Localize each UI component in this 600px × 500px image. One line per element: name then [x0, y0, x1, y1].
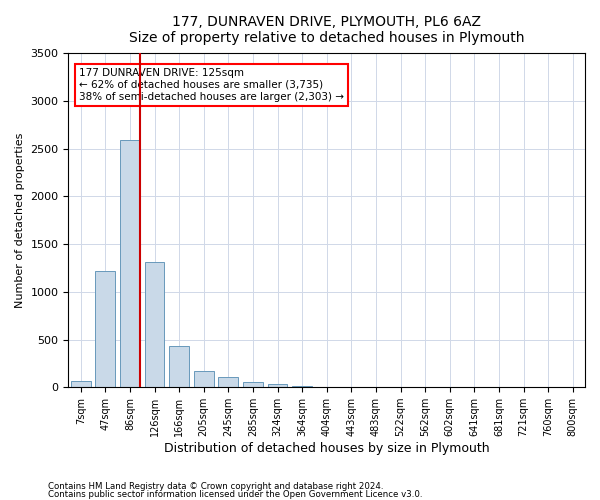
Text: 177 DUNRAVEN DRIVE: 125sqm
← 62% of detached houses are smaller (3,735)
38% of s: 177 DUNRAVEN DRIVE: 125sqm ← 62% of deta… [79, 68, 344, 102]
Bar [218, 377, 238, 387]
Title: 177, DUNRAVEN DRIVE, PLYMOUTH, PL6 6AZ
Size of property relative to detached hou: 177, DUNRAVEN DRIVE, PLYMOUTH, PL6 6AZ S… [129, 15, 524, 45]
Text: Contains public sector information licensed under the Open Government Licence v3: Contains public sector information licen… [48, 490, 422, 499]
Bar [120, 140, 140, 387]
Bar [95, 271, 115, 387]
Bar [268, 384, 287, 387]
Bar [292, 386, 312, 387]
Bar [243, 382, 263, 387]
Y-axis label: Number of detached properties: Number of detached properties [15, 132, 25, 308]
Bar [194, 370, 214, 387]
Bar [169, 346, 189, 387]
Bar [145, 262, 164, 387]
Text: Contains HM Land Registry data © Crown copyright and database right 2024.: Contains HM Land Registry data © Crown c… [48, 482, 383, 491]
X-axis label: Distribution of detached houses by size in Plymouth: Distribution of detached houses by size … [164, 442, 490, 455]
Bar [71, 382, 91, 387]
